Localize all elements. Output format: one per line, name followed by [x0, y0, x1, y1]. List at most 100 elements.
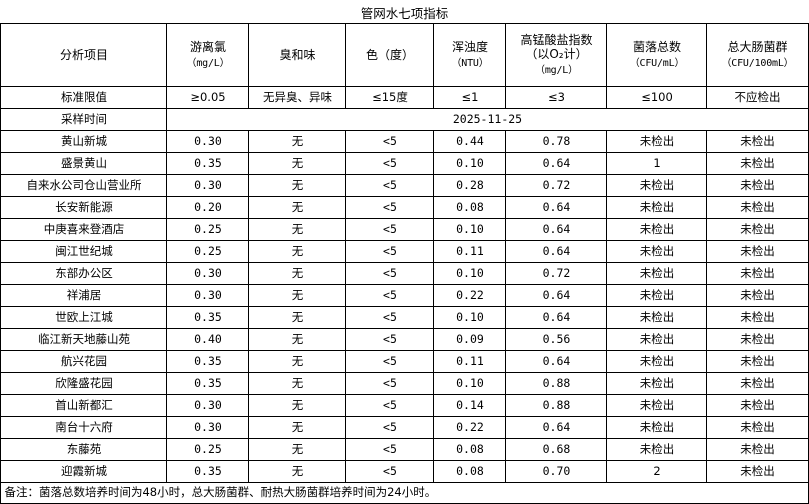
row-color: <5: [345, 174, 435, 197]
column-header-permanganate-label: 高锰酸盐指数: [520, 32, 593, 47]
row-coliform: 未检出: [706, 372, 809, 395]
row-turbidity: 0.08: [433, 196, 507, 219]
row-permanganate: 0.70: [505, 460, 608, 483]
row-color: <5: [345, 416, 435, 439]
row-free-chlorine: 0.35: [166, 460, 250, 483]
table-row: 祥浦居 0.30 无 <5 0.22 0.64 未检出 未检出: [0, 284, 809, 307]
footer-note-row: 备注：菌落总数培养时间为48小时，总大肠菌群、耐热大肠菌群培养时间为24小时。: [0, 482, 809, 504]
row-name: 世欧上江城: [0, 306, 168, 329]
row-free-chlorine: 0.35: [166, 306, 250, 329]
row-colony: 未检出: [606, 416, 708, 439]
row-odor: 无: [248, 174, 347, 197]
row-name: 祥浦居: [0, 284, 168, 307]
row-permanganate: 0.64: [505, 218, 608, 241]
row-permanganate: 0.64: [505, 152, 608, 175]
row-coliform: 未检出: [706, 350, 809, 373]
row-free-chlorine: 0.30: [166, 262, 250, 285]
row-color: <5: [345, 438, 435, 461]
row-name: 东部办公区: [0, 262, 168, 285]
row-permanganate: 0.64: [505, 350, 608, 373]
row-coliform: 未检出: [706, 240, 809, 263]
standard-limit-turbidity: ≤1: [433, 86, 507, 109]
table-row: 自来水公司仓山营业所 0.30 无 <5 0.28 0.72 未检出 未检出: [0, 174, 809, 197]
column-header-permanganate: 高锰酸盐指数 （以O₂计） （mg/L）: [505, 23, 608, 87]
row-colony: 未检出: [606, 350, 708, 373]
row-permanganate: 0.64: [505, 284, 608, 307]
row-name: 长安新能源: [0, 196, 168, 219]
row-turbidity: 0.11: [433, 350, 507, 373]
column-header-free-chlorine: 游离氯 （mg/L）: [166, 23, 250, 87]
row-name: 欣隆盛花园: [0, 372, 168, 395]
row-turbidity: 0.22: [433, 416, 507, 439]
table-row: 欣隆盛花园 0.35 无 <5 0.10 0.88 未检出 未检出: [0, 372, 809, 395]
row-name: 东藤苑: [0, 438, 168, 461]
column-header-color-label: 色（度）: [365, 47, 414, 62]
row-colony: 未检出: [606, 328, 708, 351]
row-coliform: 未检出: [706, 218, 809, 241]
row-name: 南台十六府: [0, 416, 168, 439]
row-free-chlorine: 0.30: [166, 174, 250, 197]
row-colony: 未检出: [606, 262, 708, 285]
row-free-chlorine: 0.30: [166, 394, 250, 417]
column-header-free-chlorine-unit: （mg/L）: [186, 57, 230, 69]
row-colony: 1: [606, 152, 708, 175]
row-color: <5: [345, 460, 435, 483]
row-turbidity: 0.08: [433, 460, 507, 483]
row-coliform: 未检出: [706, 196, 809, 219]
row-odor: 无: [248, 130, 347, 153]
row-colony: 未检出: [606, 196, 708, 219]
row-turbidity: 0.08: [433, 438, 507, 461]
row-turbidity: 0.28: [433, 174, 507, 197]
row-permanganate: 0.64: [505, 240, 608, 263]
row-color: <5: [345, 284, 435, 307]
table-row: 长安新能源 0.20 无 <5 0.08 0.64 未检出 未检出: [0, 196, 809, 219]
row-name: 迎霞新城: [0, 460, 168, 483]
row-color: <5: [345, 328, 435, 351]
row-turbidity: 0.10: [433, 262, 507, 285]
row-permanganate: 0.64: [505, 196, 608, 219]
standard-limit-free-chlorine: ≥0.05: [166, 86, 250, 109]
row-odor: 无: [248, 218, 347, 241]
row-permanganate: 0.64: [505, 306, 608, 329]
row-name: 航兴花园: [0, 350, 168, 373]
row-odor: 无: [248, 460, 347, 483]
row-colony: 未检出: [606, 130, 708, 153]
row-coliform: 未检出: [706, 284, 809, 307]
row-turbidity: 0.10: [433, 218, 507, 241]
row-odor: 无: [248, 416, 347, 439]
row-coliform: 未检出: [706, 262, 809, 285]
table-row: 黄山新城 0.30 无 <5 0.44 0.78 未检出 未检出: [0, 130, 809, 153]
row-free-chlorine: 0.25: [166, 218, 250, 241]
row-turbidity: 0.10: [433, 306, 507, 329]
row-free-chlorine: 0.25: [166, 438, 250, 461]
row-permanganate: 0.68: [505, 438, 608, 461]
row-colony: 未检出: [606, 438, 708, 461]
row-colony: 未检出: [606, 174, 708, 197]
column-header-turbidity-unit: （NTU）: [451, 57, 489, 69]
row-odor: 无: [248, 350, 347, 373]
row-permanganate: 0.56: [505, 328, 608, 351]
standard-limit-odor: 无异臭、异味: [248, 86, 347, 109]
row-name: 黄山新城: [0, 130, 168, 153]
row-name: 自来水公司仓山营业所: [0, 174, 168, 197]
row-odor: 无: [248, 306, 347, 329]
standard-limit-row: 标准限值 ≥0.05 无异臭、异味 ≤15度 ≤1 ≤3 ≤100 不应检出: [0, 86, 809, 109]
standard-limit-label: 标准限值: [0, 86, 168, 109]
column-header-colony: 菌落总数 （CFU/mL）: [606, 23, 708, 87]
row-odor: 无: [248, 152, 347, 175]
table-row: 迎霞新城 0.35 无 <5 0.08 0.70 2 未检出: [0, 460, 809, 483]
row-free-chlorine: 0.35: [166, 372, 250, 395]
table-row: 闽江世纪城 0.25 无 <5 0.11 0.64 未检出 未检出: [0, 240, 809, 263]
row-name: 中庚喜来登酒店: [0, 218, 168, 241]
row-coliform: 未检出: [706, 460, 809, 483]
row-permanganate: 0.72: [505, 262, 608, 285]
row-odor: 无: [248, 328, 347, 351]
row-color: <5: [345, 262, 435, 285]
row-coliform: 未检出: [706, 394, 809, 417]
sampling-time-label: 采样时间: [0, 108, 168, 131]
row-free-chlorine: 0.35: [166, 152, 250, 175]
column-header-colony-label: 菌落总数: [632, 40, 681, 55]
row-name: 首山新都汇: [0, 394, 168, 417]
